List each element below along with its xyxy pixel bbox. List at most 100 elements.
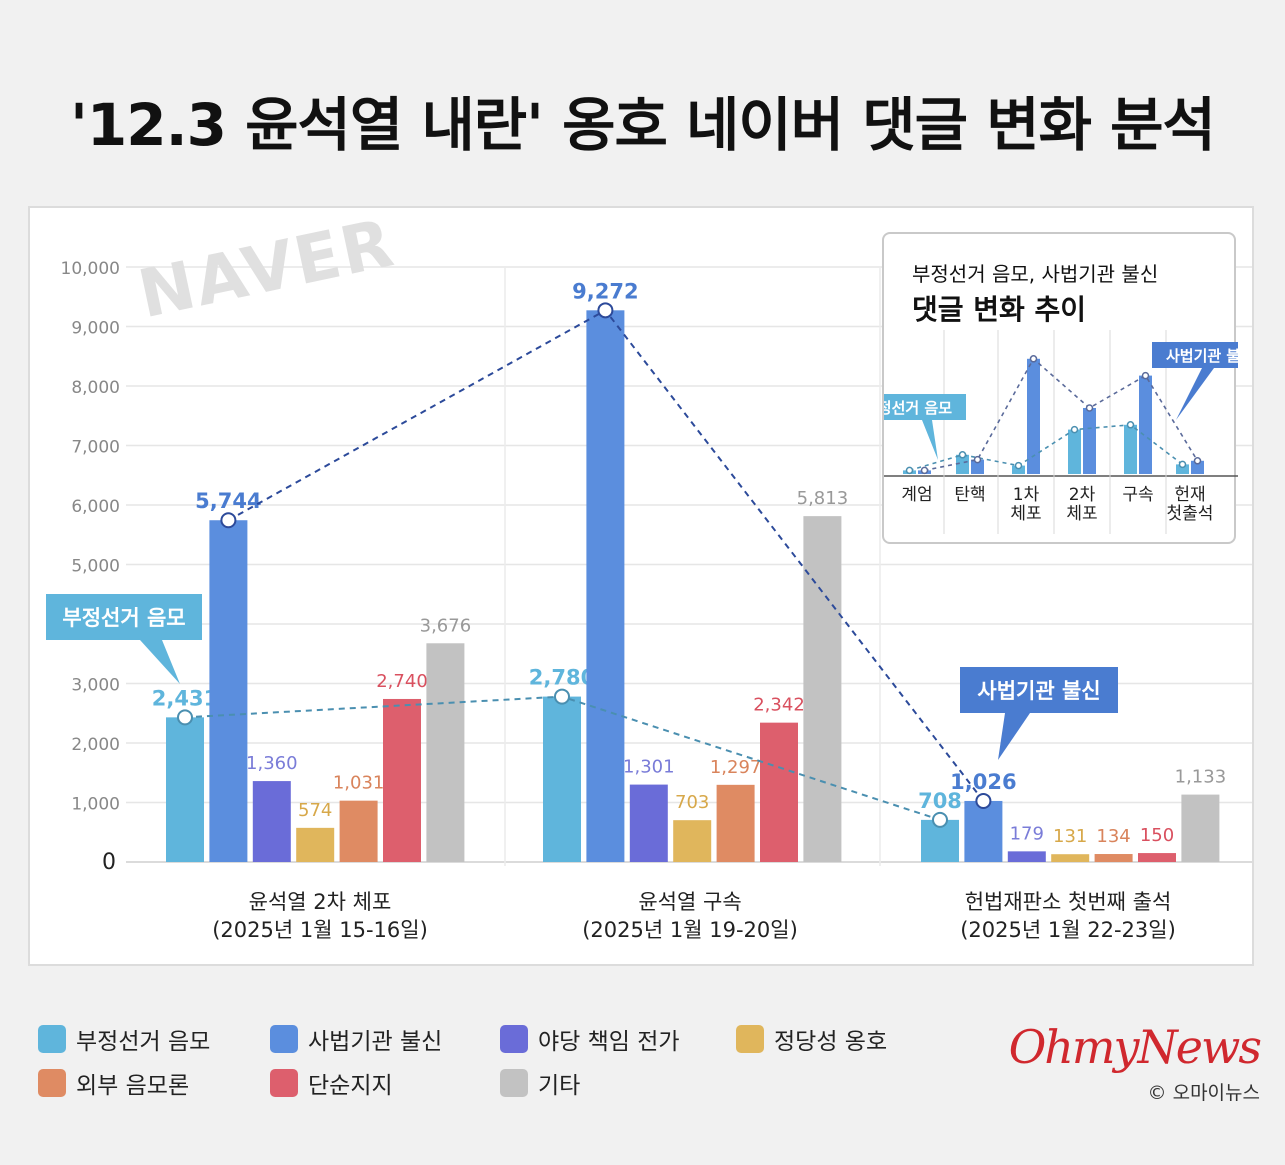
callout-box — [960, 667, 1118, 713]
inset-bar-1-3 — [1083, 408, 1096, 474]
bar-value-label: 3,676 — [420, 615, 472, 636]
legend-swatch — [270, 1025, 298, 1053]
y-tick-label: 5,000 — [71, 557, 120, 577]
legend-item: 야당 책임 전가 — [500, 1022, 680, 1056]
category-label: 헌법재판소 첫번째 출석 (2025년 1월 22-23일) — [888, 888, 1248, 944]
bar-3-1 — [673, 820, 712, 862]
y-tick-label: 2,000 — [71, 735, 120, 755]
legend-label: 단순지지 — [308, 1073, 393, 1099]
inset-trend-point — [1141, 371, 1150, 380]
legend-item: 기타 — [500, 1066, 580, 1100]
bar-value-label: 574 — [298, 800, 332, 821]
inset-bar-0-2 — [1012, 465, 1025, 474]
bar-4-0 — [339, 800, 378, 862]
legend-swatch — [38, 1025, 66, 1053]
brand: OhmyNews © 오마이뉴스 — [980, 1020, 1262, 1105]
inset-trend-point — [1193, 457, 1202, 465]
bar-value-label: 150 — [1140, 825, 1174, 846]
legend-label: 기타 — [538, 1073, 581, 1099]
inset-callout-label: 부정선거 음모 — [884, 399, 952, 417]
bar-value-label: 134 — [1096, 826, 1130, 847]
bar-1-0 — [209, 520, 248, 862]
bar-value-label: 9,272 — [572, 279, 638, 303]
inset-trend-point — [1178, 460, 1187, 469]
bar-1-2 — [964, 800, 1003, 862]
category-label: 윤석열 구속 (2025년 1월 19-20일) — [510, 888, 870, 944]
inset-callout-box — [1152, 342, 1238, 368]
inset-trend-line — [909, 423, 1183, 472]
trend-point — [975, 792, 992, 809]
y-tick-label: 10,000 — [61, 259, 120, 279]
legend-swatch — [38, 1069, 66, 1097]
callout-pointer — [140, 640, 180, 684]
bar-value-label: 179 — [1010, 823, 1044, 844]
inset-trend-point — [1070, 425, 1079, 434]
inset-bar-1-4 — [1139, 375, 1152, 474]
bar-value-label: 5,813 — [797, 488, 849, 509]
bar-6-2 — [1181, 794, 1220, 862]
page-title: '12.3 윤석열 내란' 옹호 네이버 댓글 변화 분석 — [70, 91, 1216, 159]
bar-5-2 — [1138, 853, 1176, 862]
bar-value-label: 1,031 — [333, 773, 385, 794]
category-date: (2025년 1월 15-16일) — [212, 918, 428, 942]
ohmynews-logo: OhmyNews — [1008, 1020, 1262, 1074]
legend-swatch — [736, 1025, 764, 1053]
trend-point — [932, 811, 948, 828]
bar-3-0 — [296, 827, 335, 862]
category-name: 윤석열 2차 체포 — [248, 890, 392, 914]
inset-bar-0-4 — [1124, 424, 1137, 474]
legend-item: 사법기관 불신 — [270, 1022, 442, 1056]
inset-category-label: 구속 — [1122, 485, 1154, 505]
legend-item: 정당성 옹호 — [736, 1022, 887, 1056]
inset-category-label: 계엄 — [901, 485, 933, 505]
inset-category-label: 헌재 첫출석 — [1166, 485, 1214, 524]
inset-title-line2: 댓글 변화 추이 — [912, 293, 1087, 326]
bar-5-0 — [383, 698, 421, 862]
inset-bar-0-1 — [956, 454, 969, 474]
inset-category-label: 2차 체포 — [1066, 485, 1098, 524]
y-tick-label: 0 — [102, 850, 116, 875]
bar-1-1 — [586, 310, 625, 862]
y-tick-label: 6,000 — [71, 497, 120, 517]
category-name: 윤석열 구속 — [638, 890, 742, 914]
bar-2-0 — [252, 781, 291, 862]
bar-value-label: 131 — [1053, 826, 1087, 847]
category-date: (2025년 1월 19-20일) — [582, 918, 798, 942]
bar-value-label: 2,780 — [529, 666, 595, 690]
inset-trend-point — [905, 466, 914, 475]
inset-trend-point — [1029, 355, 1038, 363]
legend-label: 정당성 옹호 — [774, 1029, 888, 1055]
legend-swatch — [270, 1069, 298, 1097]
inset-category-label: 탄핵 — [954, 485, 986, 505]
bar-0-1 — [543, 696, 581, 862]
inset-trend-point — [1126, 421, 1135, 429]
inset-callout-pointer — [1176, 368, 1214, 420]
category-name: 헌법재판소 첫번째 출석 — [964, 890, 1172, 914]
bar-2-2 — [1007, 851, 1046, 862]
bar-value-label: 708 — [918, 789, 962, 813]
category-date: (2025년 1월 22-23일) — [960, 918, 1176, 942]
bar-value-label: 2,431 — [152, 686, 218, 710]
y-tick-label: 8,000 — [71, 378, 120, 398]
legend-label: 부정선거 음모 — [76, 1029, 211, 1055]
inset-chart: 부정선거 음모, 사법기관 불신 댓글 변화 추이 부정선거 음모 사법기관 불신… — [882, 232, 1238, 544]
callout-fraud: 부정선거 음모 — [46, 594, 202, 684]
inset-bar-0-3 — [1068, 429, 1081, 474]
legend-label: 사법기관 불신 — [308, 1029, 443, 1055]
inset-callout-label: 사법기관 불신 — [1166, 347, 1238, 365]
bar-5-1 — [760, 722, 798, 862]
inset-trend-point — [1085, 404, 1094, 412]
legend-swatch — [500, 1025, 528, 1053]
legend-item: 외부 음모론 — [38, 1066, 189, 1100]
bar-0-0 — [166, 717, 204, 862]
inset-title-line1: 부정선거 음모, 사법기관 불신 — [912, 262, 1159, 286]
inset-bar-1-2 — [1027, 358, 1040, 474]
bar-value-label: 2,740 — [376, 671, 428, 692]
bar-value-label: 703 — [675, 792, 709, 813]
inset-bar-1-5 — [1191, 460, 1204, 474]
main-bar-chart: 01,0002,0003,0004,0005,0006,0007,0008,00… — [46, 259, 1252, 875]
copyright: © 오마이뉴스 — [1147, 1082, 1260, 1104]
legend-label: 야당 책임 전가 — [538, 1029, 680, 1055]
trend-point — [177, 709, 193, 726]
bar-value-label: 1,297 — [710, 757, 762, 778]
